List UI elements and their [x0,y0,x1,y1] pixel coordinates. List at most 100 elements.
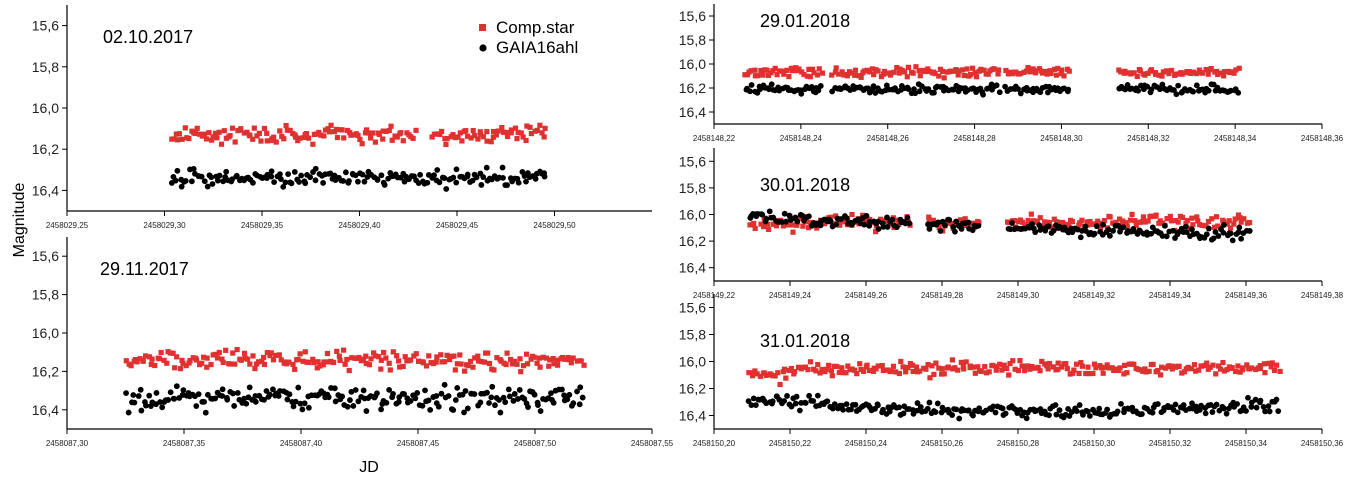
data-point [386,127,392,134]
data-point [1221,405,1227,412]
data-point [871,71,877,78]
data-point [241,130,247,136]
data-point [173,383,180,390]
data-point [1004,365,1010,372]
x-tick-label: 2458148,28 [953,134,996,143]
data-point [1220,229,1227,236]
data-point [937,228,944,234]
data-point [180,360,186,366]
data-point [204,391,211,398]
data-point [574,388,580,395]
data-point [298,172,305,179]
data-point [936,73,942,79]
data-point [817,83,824,89]
data-point [450,407,457,413]
data-point [1032,229,1039,236]
series-comp-star [742,64,1242,81]
data-point [1106,232,1113,239]
data-point [890,363,897,369]
data-point [576,401,583,408]
data-point [438,352,444,358]
data-point [1235,89,1242,96]
data-point [1262,370,1268,376]
data-point [1079,363,1086,369]
data-point [359,171,366,178]
data-point [537,364,543,370]
data-point [273,352,279,358]
data-point [967,71,974,78]
data-point [140,358,146,364]
y-tick-label: 16,2 [32,363,59,379]
data-point [219,356,225,362]
data-point [320,179,327,186]
data-point [1032,365,1038,371]
data-point [1090,370,1096,377]
data-point [371,350,377,356]
data-point [551,361,557,367]
data-point [1027,366,1033,372]
data-point [342,361,348,367]
data-point [889,216,896,223]
data-point [1025,64,1031,71]
data-point [805,213,812,220]
data-point [475,358,482,364]
data-point [1236,65,1242,71]
data-point [765,226,772,232]
data-point [378,366,384,372]
data-point [799,212,805,219]
x-axis-label: JD [359,459,379,476]
data-point [214,355,221,361]
data-point [1095,218,1101,224]
panel-date-label: 02.10.2017 [103,27,193,47]
data-point [910,368,916,375]
data-point [1153,212,1159,218]
data-point [344,403,351,410]
data-point [201,178,208,185]
data-point [341,135,347,141]
data-point [917,73,923,79]
data-point [1135,87,1142,94]
data-point [485,350,491,356]
data-point [278,357,284,363]
data-point [826,362,832,369]
data-point [1007,360,1013,367]
data-point [1139,219,1145,225]
data-point [933,360,939,366]
data-point [427,406,434,413]
data-point [1243,408,1249,414]
data-point [1086,371,1093,377]
data-point [1035,364,1041,370]
data-point [1034,218,1040,224]
data-point [789,222,795,228]
data-point [297,135,303,141]
data-point [1066,221,1072,228]
data-point [926,399,933,406]
data-point [502,399,509,406]
data-point [754,371,760,377]
data-point [1180,402,1187,408]
data-point [978,66,984,72]
data-point [959,67,966,73]
data-point [363,353,369,359]
x-tick-label: 2458029,45 [436,221,479,230]
data-point [975,364,981,370]
data-point [508,130,514,136]
data-point [417,171,424,178]
data-point [1111,367,1117,373]
data-point [1132,218,1138,224]
data-point [271,179,278,186]
data-point [757,373,764,379]
data-point [410,135,416,141]
y-tick-label: 15,6 [679,300,706,316]
data-point [494,355,500,361]
data-point [209,181,216,187]
data-point [1025,363,1031,369]
data-point [751,220,757,227]
data-point [814,392,821,399]
data-point [1055,360,1061,366]
data-point [829,405,836,412]
data-point [268,168,275,175]
data-point [210,134,216,140]
data-point [828,368,834,374]
data-point [261,396,267,403]
